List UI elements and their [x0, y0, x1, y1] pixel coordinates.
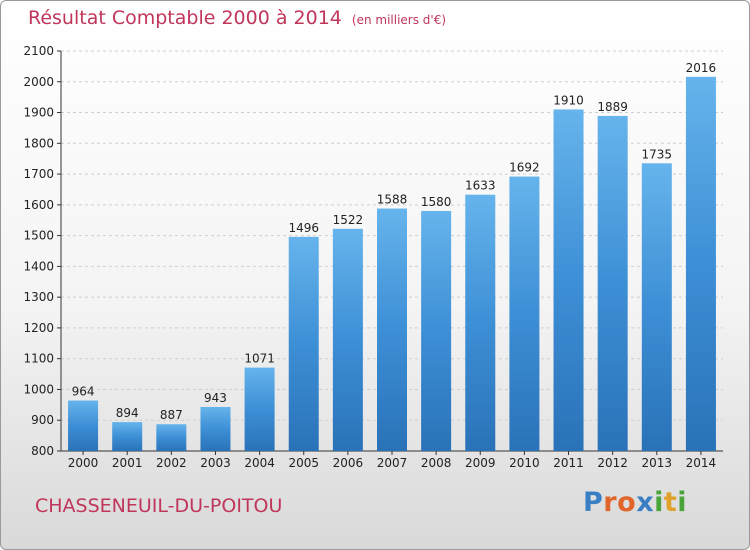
y-tick-label: 900 — [31, 413, 54, 427]
data-label: 964 — [72, 385, 95, 399]
bar — [465, 194, 496, 451]
data-label: 1889 — [597, 100, 628, 114]
y-tick-label: 1400 — [23, 259, 54, 273]
data-label: 1071 — [244, 352, 275, 366]
x-tick-label: 2010 — [509, 456, 540, 470]
bar — [641, 163, 672, 452]
x-tick-label: 2012 — [597, 456, 628, 470]
logo-letter: P — [583, 487, 604, 518]
bar — [509, 176, 540, 452]
bar — [288, 236, 319, 451]
x-tick-label: 2011 — [553, 456, 584, 470]
data-label: 1496 — [288, 221, 319, 235]
logo-letter: i — [654, 487, 664, 518]
x-tick-label: 2008 — [421, 456, 452, 470]
data-label: 1633 — [465, 179, 496, 193]
y-tick-label: 1100 — [23, 352, 54, 366]
bar — [421, 211, 452, 451]
bar — [553, 109, 584, 451]
data-label: 2016 — [686, 61, 717, 75]
logo-letter: x — [636, 487, 655, 518]
y-tick-label: 1500 — [23, 229, 54, 243]
bar — [156, 424, 187, 451]
title-text: Résultat Comptable 2000 à 2014 — [28, 7, 342, 29]
x-tick-label: 2014 — [686, 456, 717, 470]
x-tick-label: 2003 — [200, 456, 231, 470]
data-label: 887 — [160, 408, 183, 422]
y-tick-label: 1800 — [23, 136, 54, 150]
data-label: 1735 — [642, 147, 673, 161]
x-tick-label: 2006 — [333, 456, 364, 470]
data-label: 1910 — [553, 93, 584, 107]
logo-letter: o — [617, 487, 637, 518]
x-tick-label: 2001 — [112, 456, 143, 470]
data-label: 1692 — [509, 161, 540, 175]
bar — [377, 208, 407, 451]
x-tick-label: 2005 — [288, 456, 319, 470]
proxiti-logo: Proxiti — [583, 487, 687, 518]
bar — [332, 228, 363, 451]
data-label: 943 — [204, 391, 227, 405]
data-label: 1588 — [377, 193, 408, 207]
chart-title: Résultat Comptable 2000 à 2014 (en millie… — [28, 7, 446, 29]
y-tick-label: 1700 — [23, 167, 54, 181]
y-tick-label: 1600 — [23, 198, 54, 212]
bar — [244, 367, 275, 451]
bar — [112, 422, 143, 451]
x-tick-label: 2013 — [642, 456, 673, 470]
y-tick-label: 2000 — [23, 75, 54, 89]
x-tick-label: 2004 — [244, 456, 275, 470]
town-name: CHASSENEUIL-DU-POITOU — [35, 495, 283, 517]
bar — [597, 115, 628, 451]
y-tick-label: 800 — [31, 444, 54, 458]
y-tick-label: 1200 — [23, 321, 54, 335]
y-tick-label: 1000 — [23, 382, 54, 396]
x-tick-label: 2000 — [68, 456, 99, 470]
data-label: 1580 — [421, 195, 452, 209]
x-tick-label: 2009 — [465, 456, 496, 470]
logo-letter: r — [603, 487, 618, 518]
data-label: 1522 — [333, 213, 364, 227]
x-tick-label: 2002 — [156, 456, 187, 470]
y-tick-label: 2100 — [23, 44, 54, 58]
y-tick-label: 1300 — [23, 290, 54, 304]
x-tick-label: 2007 — [377, 456, 408, 470]
bar — [685, 76, 716, 451]
data-label: 894 — [116, 406, 139, 420]
logo-letter: t — [663, 487, 678, 518]
bar — [68, 400, 99, 451]
bar — [200, 407, 231, 451]
unit-label: (en milliers d'€) — [351, 13, 447, 27]
y-tick-label: 1900 — [23, 106, 54, 120]
logo-letter: i — [677, 487, 688, 518]
